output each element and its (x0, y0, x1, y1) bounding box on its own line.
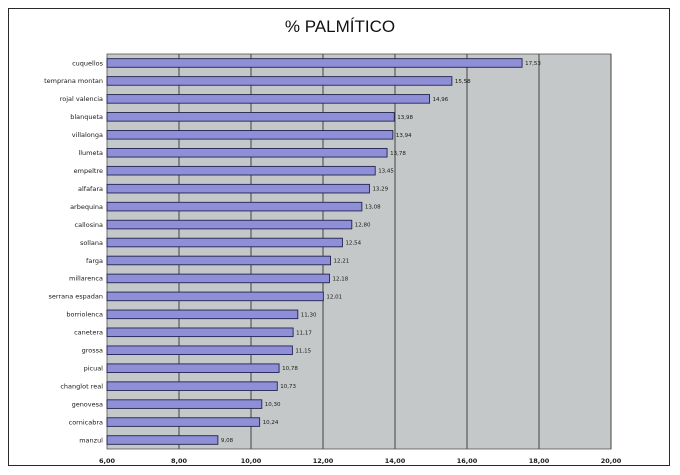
bar-chart: 6,00 8,00 10,00 12,00 14,00 16,00 18,00 20,00 cu… (44, 53, 622, 465)
category-label: farga (86, 257, 103, 265)
value-label: 12,18 (332, 276, 348, 282)
value-label: 13,78 (390, 151, 406, 157)
category-label: canetera (74, 329, 103, 337)
value-label: 14,96 (433, 97, 449, 103)
category-label: manzul (79, 436, 103, 444)
chart-title: % PALMÍTICO (284, 17, 396, 36)
value-label: 12,80 (355, 223, 371, 229)
value-label: 12,54 (345, 241, 361, 247)
x-tick-label: 18,00 (529, 457, 550, 465)
value-label: 13,08 (365, 205, 381, 211)
x-tick-label: 8,00 (171, 457, 188, 465)
bar (106, 435, 219, 445)
bar (106, 147, 388, 158)
x-tick-label: 16,00 (457, 457, 478, 465)
x-tick-label: 14,00 (385, 457, 406, 465)
category-label: empeltre (74, 167, 103, 175)
bar (106, 130, 394, 140)
x-tick-label: 20,00 (601, 457, 622, 465)
chart-frame: % PALMÍTICO 6,00 8,00 10,00 12,00 14,00 16,00… (8, 8, 670, 466)
value-label: 11,15 (295, 348, 311, 354)
x-tick-label: 10,00 (241, 457, 262, 465)
category-label: changlot real (60, 382, 103, 390)
category-label: cuquellos (72, 59, 104, 67)
value-label: 10,73 (280, 384, 296, 390)
category-label: callosina (75, 221, 103, 229)
category-label: blanqueta (70, 113, 103, 121)
value-label: 17,53 (525, 61, 541, 67)
category-label: millarenca (69, 275, 103, 283)
bar (106, 183, 370, 194)
value-label: 15,58 (455, 79, 471, 85)
value-label: 13,94 (396, 133, 412, 139)
value-label: 10,30 (265, 402, 281, 408)
category-label: llumeta (78, 149, 103, 157)
value-label: 13,45 (378, 169, 394, 175)
bar (106, 345, 293, 356)
category-label: cornicabra (69, 418, 103, 426)
bar (106, 255, 332, 266)
x-tick-label: 6,00 (99, 457, 116, 465)
bar (106, 112, 395, 122)
category-label: picual (84, 365, 104, 373)
x-tick-label: 12,00 (313, 457, 334, 465)
category-label: alfafara (78, 185, 103, 193)
value-label: 13,98 (397, 115, 413, 121)
category-label: rojal valencia (60, 95, 103, 103)
category-label: villalonga (72, 131, 103, 139)
value-label: 12,01 (326, 294, 342, 300)
bar (106, 363, 280, 373)
value-label: 11,17 (296, 330, 312, 336)
bar (106, 237, 343, 248)
value-label: 10,24 (263, 420, 279, 426)
bar (106, 399, 263, 409)
category-label: temprana montan (44, 77, 103, 85)
bar (106, 165, 376, 176)
bar (106, 381, 278, 391)
category-label: serrana espadan (49, 293, 104, 301)
category-label: genovesa (72, 400, 103, 408)
category-label: sollana (80, 239, 103, 247)
bar (106, 94, 431, 104)
value-label: 10,78 (282, 366, 298, 372)
bar (106, 219, 353, 230)
bar (106, 291, 324, 302)
bar (106, 201, 363, 212)
category-label: arbequina (70, 203, 103, 211)
bar (106, 58, 523, 68)
category-label: borriolenca (66, 311, 103, 319)
category-label: grossa (82, 347, 103, 355)
bar (106, 417, 261, 427)
bar (106, 309, 299, 320)
value-label: 13,29 (372, 187, 388, 193)
value-label: 9,08 (221, 438, 234, 444)
bar (106, 76, 453, 86)
bar (106, 273, 330, 284)
value-label: 11,30 (301, 312, 317, 318)
value-label: 12,21 (334, 258, 350, 264)
bar (106, 327, 294, 338)
